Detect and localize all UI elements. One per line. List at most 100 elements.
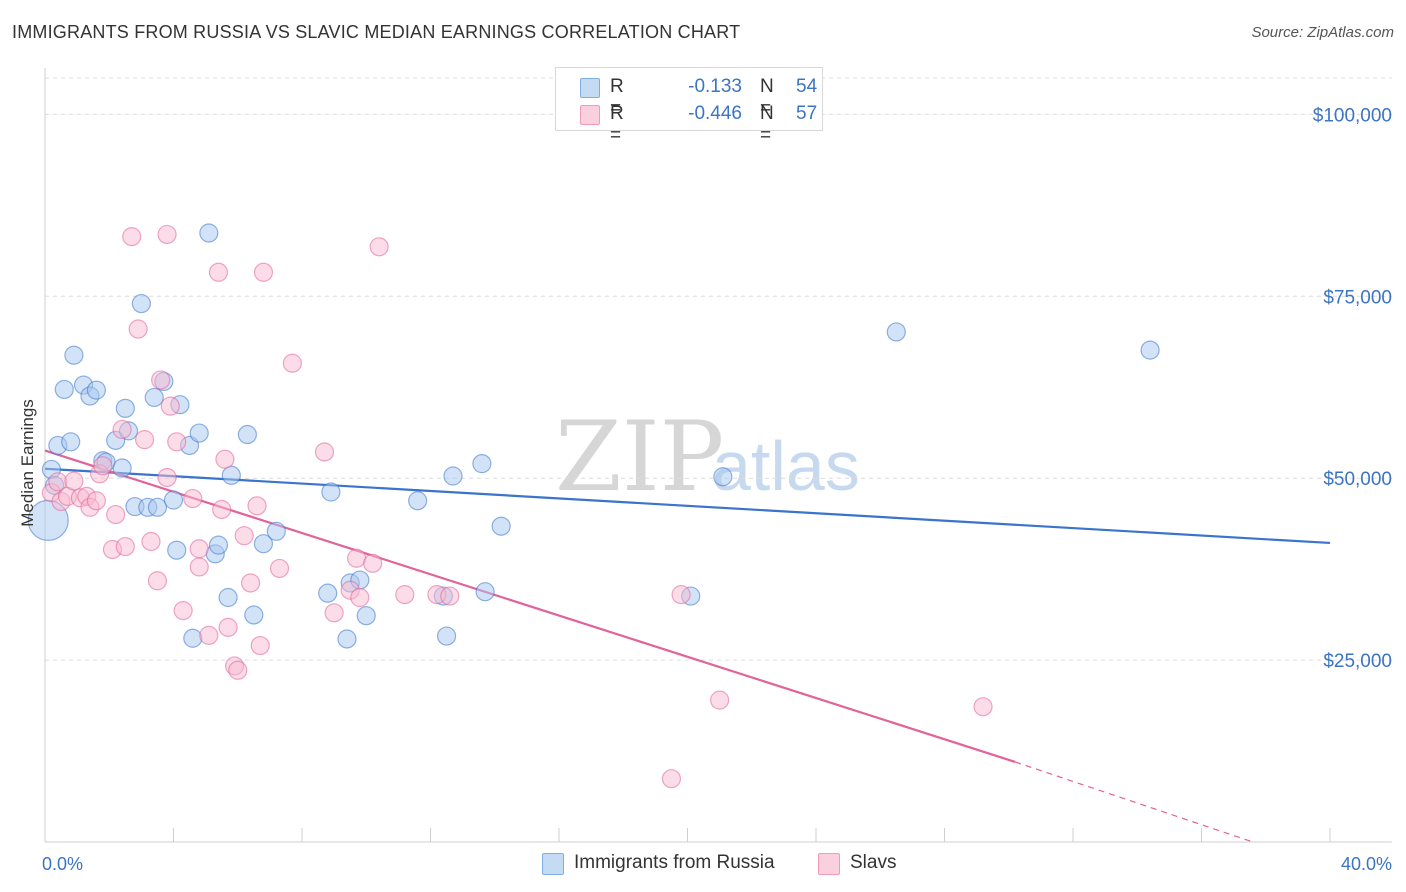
legend-n-value: 54 xyxy=(796,76,818,97)
slavs-point xyxy=(128,319,148,339)
russia-point xyxy=(472,454,492,474)
x-tick-label-min: 0.0% xyxy=(42,854,83,874)
russia-trend-line xyxy=(44,467,1331,545)
y-tick-label: $25,000 xyxy=(1323,651,1392,672)
russia-point xyxy=(183,628,203,648)
slavs-point xyxy=(234,526,254,546)
russia-point xyxy=(886,322,906,342)
slavs-point xyxy=(173,601,193,621)
slavs-point xyxy=(710,690,730,710)
correlation-legend: R = -0.133 N = 54 R = -0.446 N = 57 xyxy=(555,67,823,146)
slavs-point xyxy=(395,585,415,605)
y-tick-label: $100,000 xyxy=(1313,105,1392,126)
slavs-point xyxy=(151,370,171,390)
bottom-legend-label-slavs: Slavs xyxy=(850,852,897,873)
watermark-zip: ZIP xyxy=(555,401,724,513)
axes xyxy=(44,68,1392,843)
bottom-legend-swatch-slavs xyxy=(818,853,840,875)
slavs-point xyxy=(122,227,142,247)
slavs-point xyxy=(350,587,370,608)
slavs-point xyxy=(324,603,344,623)
slavs-trend-extension xyxy=(1014,761,1254,843)
russia-point xyxy=(253,534,274,554)
slavs-point xyxy=(147,571,168,591)
gridlines xyxy=(45,77,1392,661)
slavs-point xyxy=(369,237,389,257)
slavs-point xyxy=(189,557,209,577)
russia-point xyxy=(112,458,132,478)
legend-r-label: R = xyxy=(610,103,624,146)
russia-point xyxy=(131,293,151,314)
russia-point xyxy=(436,626,457,646)
slavs-point xyxy=(106,504,126,525)
legend-r-label: R = xyxy=(610,76,624,119)
slavs-trend-line xyxy=(44,449,1016,764)
data-points xyxy=(27,223,1160,789)
russia-point xyxy=(218,587,238,608)
slavs-point xyxy=(282,353,302,373)
russia-point xyxy=(199,223,219,243)
russia-point xyxy=(147,497,168,517)
x-tick-label-max: 40.0% xyxy=(1341,854,1392,874)
slavs-point xyxy=(661,769,682,789)
slavs-point xyxy=(112,419,132,440)
trend-lines xyxy=(44,449,1331,843)
watermark-atlas: atlas xyxy=(712,427,860,505)
russia-point xyxy=(86,380,107,400)
slavs-point xyxy=(199,625,219,645)
slavs-point xyxy=(215,449,235,469)
russia-point xyxy=(443,466,463,486)
russia-point xyxy=(144,387,164,408)
slavs-point xyxy=(157,224,177,245)
slavs-point xyxy=(440,586,460,606)
russia-point xyxy=(64,345,84,365)
legend-r-value: -0.446 xyxy=(688,103,742,124)
slavs-point xyxy=(269,558,290,579)
russia-point xyxy=(475,582,495,602)
chart-title: IMMIGRANTS FROM RUSSIA VS SLAVIC MEDIAN … xyxy=(12,22,741,42)
russia-point xyxy=(318,583,338,603)
slavs-point xyxy=(973,697,993,717)
slavs-point xyxy=(157,467,177,488)
bottom-legend-swatch-russia xyxy=(542,853,564,875)
slavs-point xyxy=(64,471,84,491)
slavs-point xyxy=(671,585,691,605)
russia-point xyxy=(1140,340,1160,360)
russia-point xyxy=(321,482,341,502)
slavs-point xyxy=(314,442,335,462)
slavs-point xyxy=(141,531,161,552)
russia-point xyxy=(491,516,511,536)
legend-n-value: 57 xyxy=(796,103,818,124)
slavs-point xyxy=(86,491,107,511)
slavs-point xyxy=(247,496,267,516)
slavs-point xyxy=(218,617,238,637)
slavs-point xyxy=(228,660,248,680)
russia-point xyxy=(713,467,733,487)
slavs-point xyxy=(167,432,187,452)
slavs-point xyxy=(363,553,383,573)
russia-point xyxy=(244,605,264,625)
russia-point xyxy=(221,465,241,485)
y-tick-label: $75,000 xyxy=(1323,287,1392,308)
russia-point xyxy=(356,606,376,626)
legend-swatch-russia xyxy=(580,78,600,98)
russia-point xyxy=(266,521,286,541)
russia-point xyxy=(167,540,187,560)
legend-n-label: N = xyxy=(760,103,774,146)
slavs-point xyxy=(160,396,180,416)
slavs-point xyxy=(250,635,270,656)
slavs-point xyxy=(115,536,135,557)
slavs-point xyxy=(212,499,232,520)
russia-point xyxy=(189,423,209,443)
russia-point xyxy=(115,398,135,418)
russia-point xyxy=(163,490,184,510)
legend-swatch-slavs xyxy=(580,105,600,125)
slavs-point xyxy=(134,430,155,450)
slavs-point xyxy=(347,548,367,568)
slavs-point xyxy=(183,488,203,509)
y-tick-label: $50,000 xyxy=(1323,469,1392,490)
chart-source: Source: ZipAtlas.com xyxy=(1251,24,1394,41)
russia-point xyxy=(408,491,428,511)
tick-labels: $25,000 $50,000 $75,000 $100,000 0.0% 40.0% xyxy=(42,105,1392,874)
